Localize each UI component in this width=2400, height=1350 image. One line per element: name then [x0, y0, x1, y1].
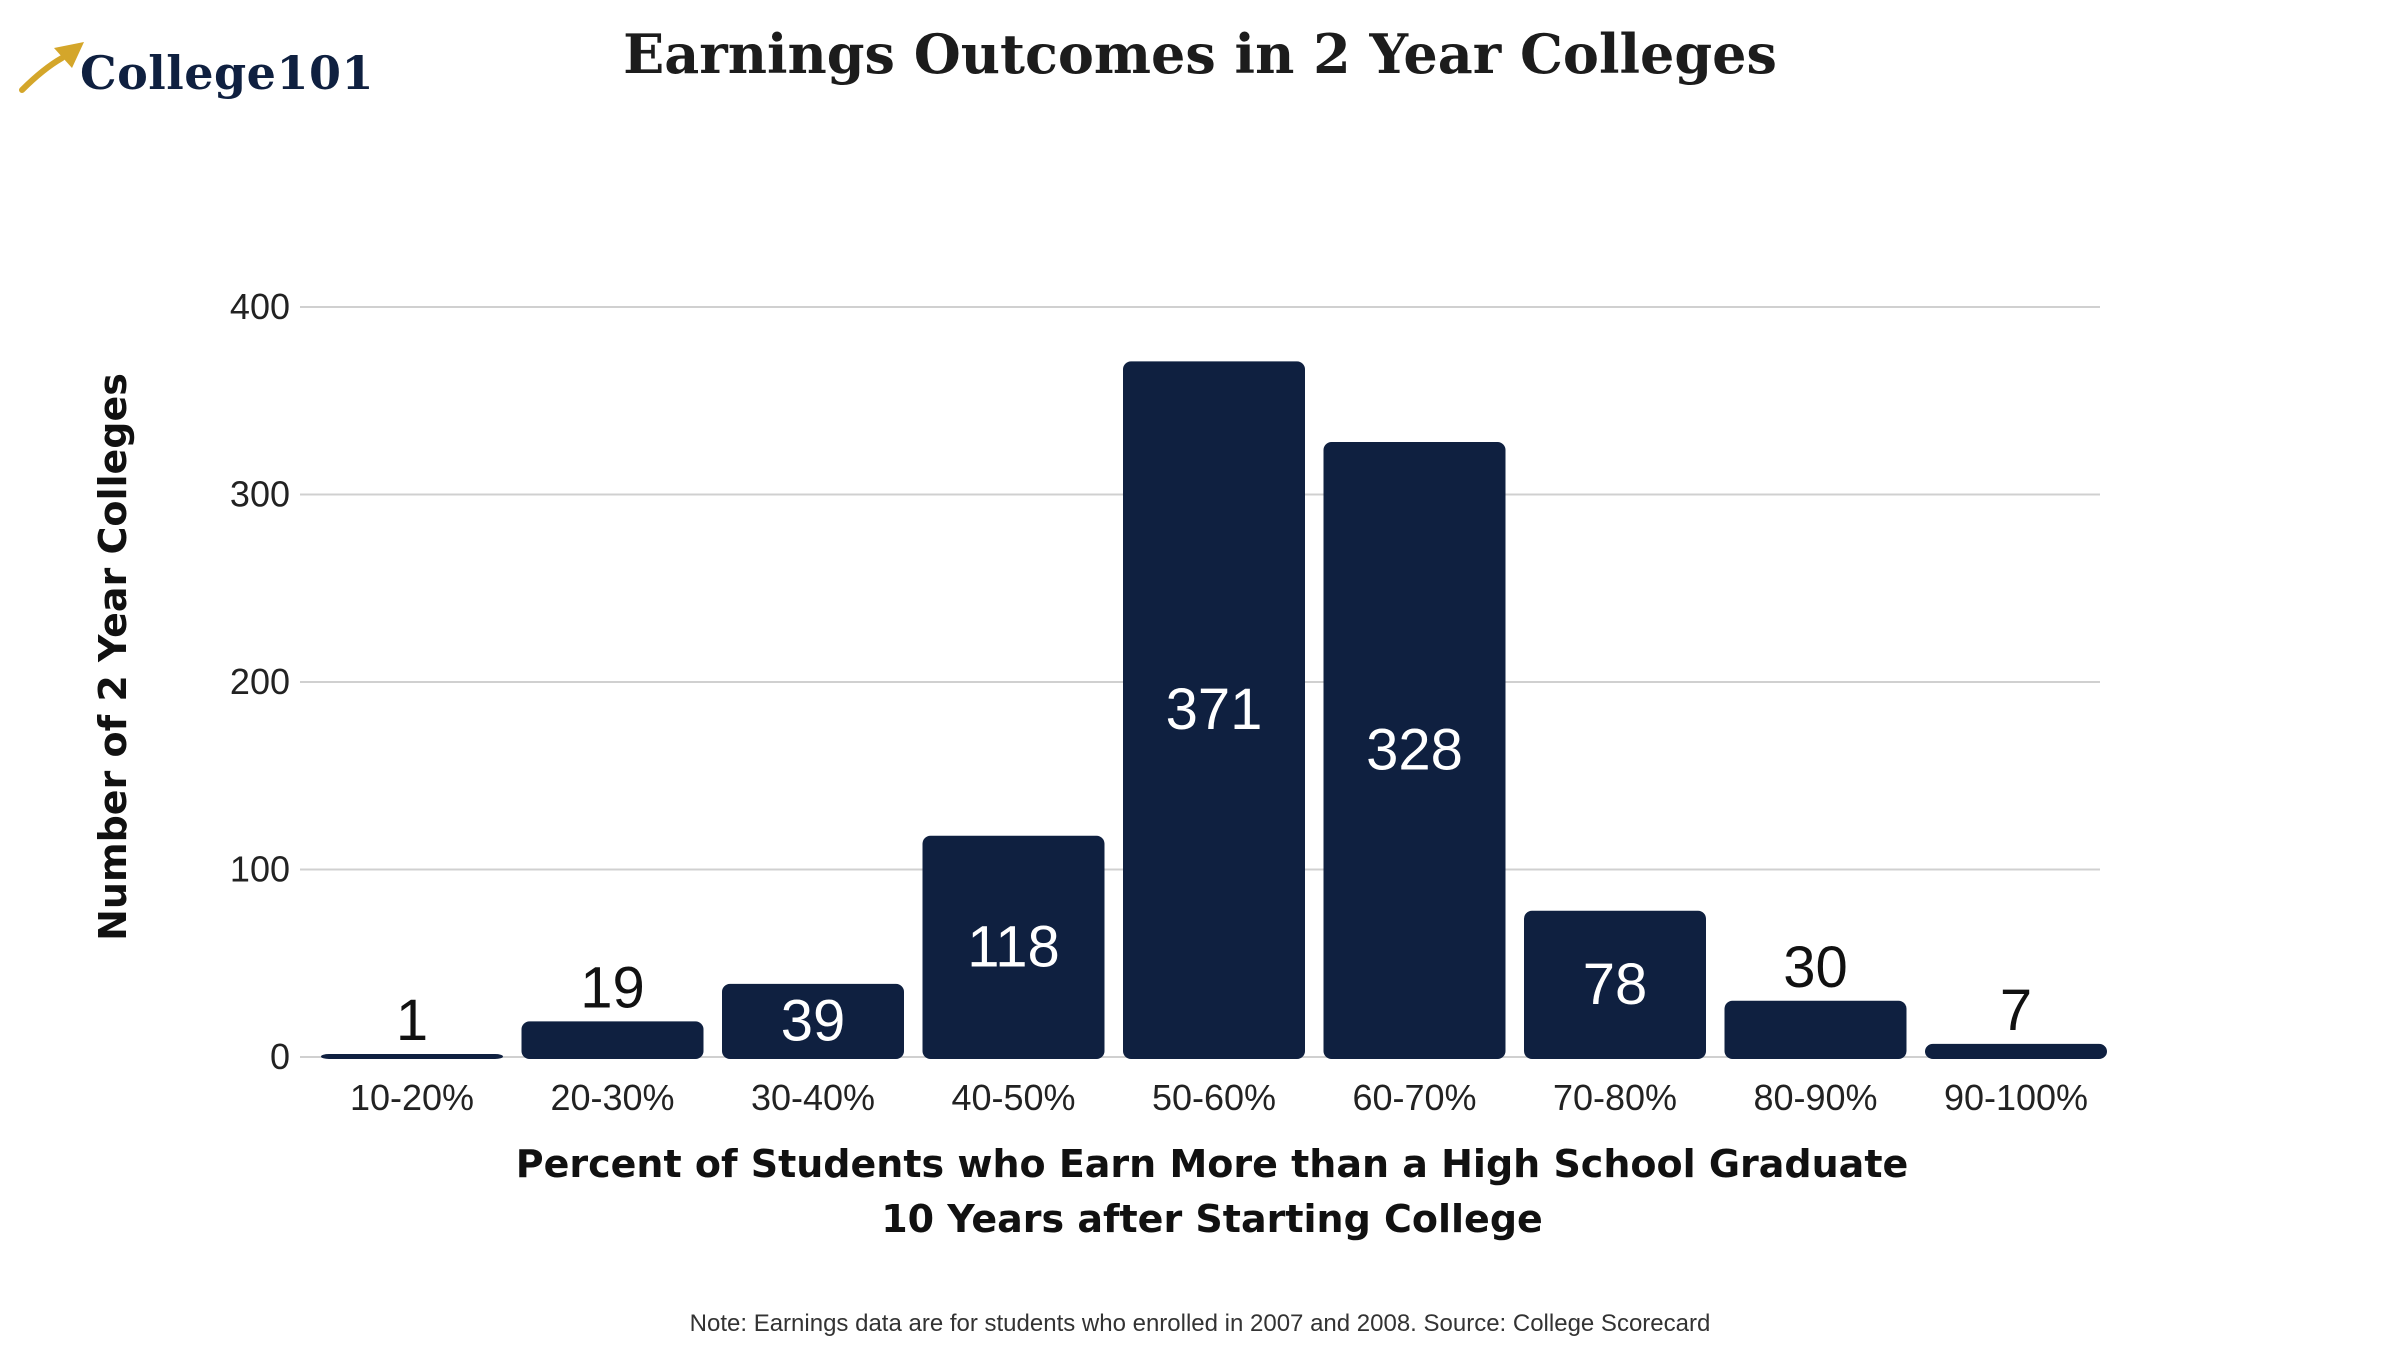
value-labels: 1 19 39 118 371 328 78 30 7	[396, 677, 2032, 1053]
value-label: 39	[781, 988, 846, 1053]
x-category-label: 80-90%	[1753, 1077, 1877, 1118]
x-category-label: 40-50%	[951, 1077, 1075, 1118]
rising-arrow-icon	[19, 42, 84, 93]
source-note: Note: Earnings data are for students who…	[689, 1310, 1711, 1337]
value-label: 371	[1166, 677, 1263, 742]
value-label: 19	[580, 955, 645, 1020]
chart-title: Earnings Outcomes in 2 Year Colleges	[623, 22, 1777, 86]
logo-text: College101	[80, 46, 374, 100]
bar	[521, 1021, 704, 1059]
value-label: 118	[967, 914, 1059, 979]
value-label: 1	[396, 988, 428, 1053]
college101-logo: College101	[18, 38, 408, 108]
value-label: 78	[1583, 952, 1648, 1017]
x-category-label: 90-100%	[1944, 1077, 2088, 1118]
bar	[1724, 1000, 1907, 1059]
x-category-label: 50-60%	[1152, 1077, 1276, 1118]
bar	[1123, 361, 1305, 1059]
x-category-label: 30-40%	[751, 1077, 875, 1118]
x-axis-categories: 10-20% 20-30% 30-40% 40-50% 50-60% 60-70% 70-8…	[350, 1077, 2088, 1118]
y-axis-title: Number of 2 Year Colleges	[91, 373, 135, 941]
bar-chart: 0 100 200 300 400 1 19 39 118 371 328 78 30 7 10-20%…	[91, 286, 2107, 1241]
bar	[922, 835, 1105, 1059]
bar	[722, 983, 904, 1059]
x-category-label: 10-20%	[350, 1077, 474, 1118]
bar	[321, 1054, 503, 1059]
y-tick-label: 300	[230, 474, 290, 515]
value-label: 30	[1783, 935, 1848, 1000]
y-tick-label: 100	[230, 849, 290, 890]
x-category-label: 60-70%	[1352, 1077, 1476, 1118]
x-axis-title-line-2: 10 Years after Starting College	[881, 1197, 1543, 1241]
x-category-label: 70-80%	[1553, 1077, 1677, 1118]
x-axis-title-line-1: Percent of Students who Earn More than a…	[516, 1142, 1909, 1186]
y-axis-ticks: 0 100 200 300 400	[230, 286, 290, 1077]
x-category-label: 20-30%	[550, 1077, 674, 1118]
bar	[1524, 910, 1706, 1059]
y-tick-label: 200	[230, 661, 290, 702]
value-label: 7	[2000, 978, 2032, 1043]
y-tick-label: 400	[230, 286, 290, 327]
bar	[1925, 1043, 2107, 1059]
value-label: 328	[1366, 718, 1463, 783]
y-tick-label: 0	[270, 1036, 290, 1077]
bars	[321, 361, 2107, 1059]
bar	[1323, 442, 1506, 1059]
